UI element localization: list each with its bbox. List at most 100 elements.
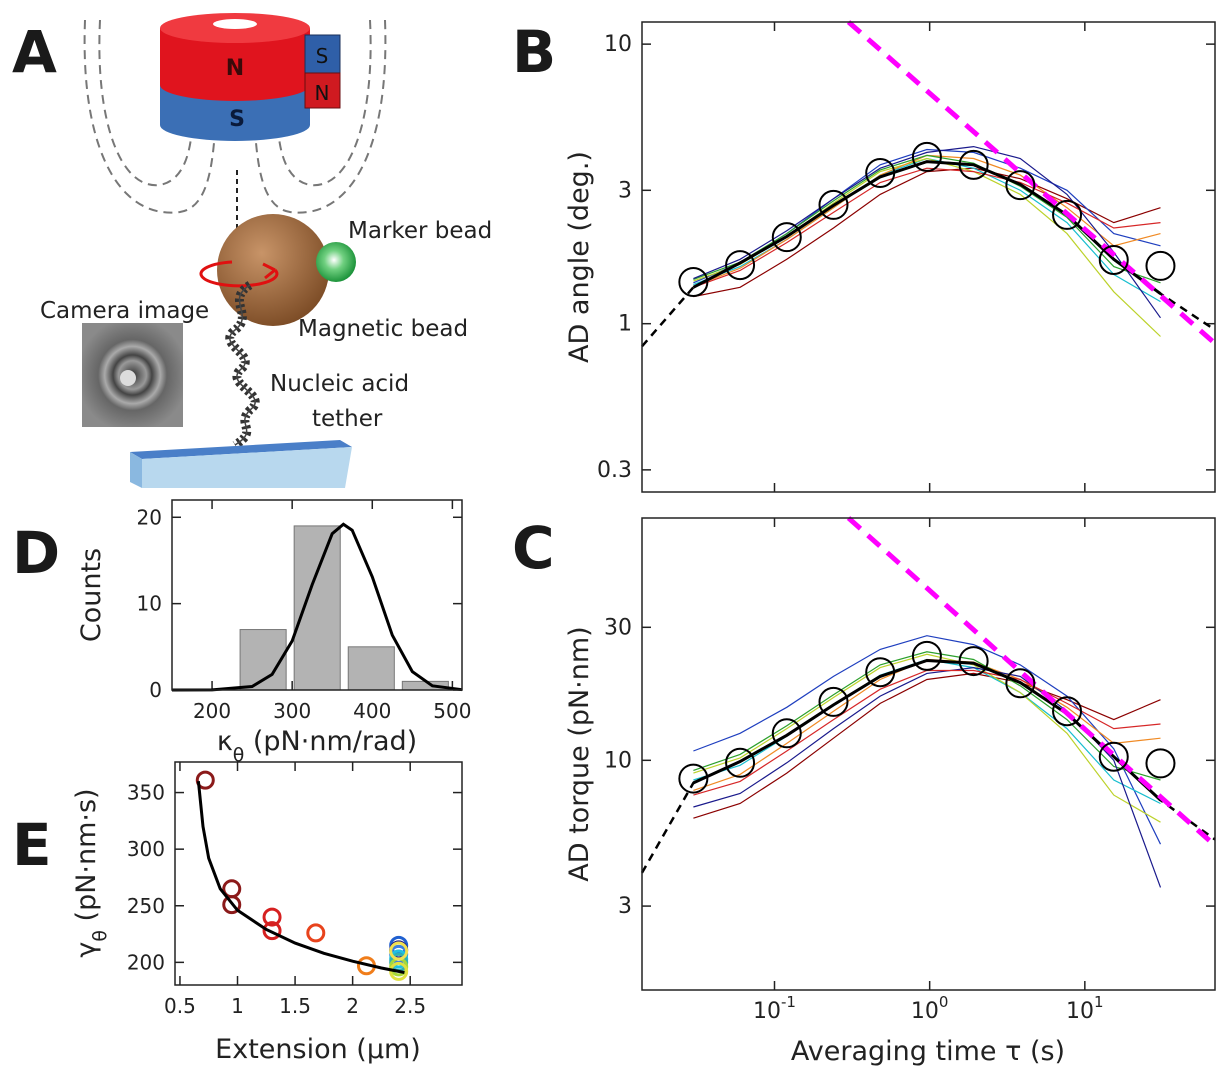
tick-exponent: 1: [1094, 993, 1104, 1011]
scatter-point: [389, 941, 409, 961]
data-circle: [958, 149, 989, 180]
y-tick-label: 10: [604, 748, 632, 773]
rotation-arrow: [199, 260, 279, 288]
data-circle: [1052, 696, 1083, 727]
x-tick-label: 400: [353, 699, 391, 723]
label-part: θ: [233, 744, 245, 766]
surface-top: [130, 440, 352, 459]
surface-front: [142, 447, 352, 488]
panel-letter: D: [12, 519, 60, 587]
data-circle: [1098, 244, 1129, 275]
x-axis-label: Extension (µm): [215, 1034, 421, 1065]
y-axis-label: AD angle (deg.): [564, 151, 595, 363]
data-circle: [818, 189, 849, 220]
x-tick-label: 10-1: [753, 993, 796, 1024]
y-tick-label: 10: [137, 592, 162, 616]
bar: [347, 646, 395, 691]
y-axis-label: γθ (pN·nm·s): [71, 788, 111, 957]
x-axis-label: Averaging time τ (s): [791, 1036, 1065, 1067]
data-circle: [678, 763, 709, 794]
surface-side: [130, 452, 142, 488]
tick-base: 10: [911, 999, 939, 1024]
tick-exponent: -1: [781, 993, 796, 1011]
plot-frame: [641, 517, 1216, 991]
series-line: [693, 145, 1161, 319]
x-tick-label: 100: [911, 993, 949, 1024]
y-tick-label: 300: [127, 837, 165, 861]
series-line: [692, 658, 1162, 802]
diagram-label: Marker bead: [348, 218, 492, 244]
tick-exponent: 0: [939, 993, 949, 1011]
data-circle: [818, 686, 849, 717]
magnet-label: N: [315, 81, 330, 105]
series-line: [693, 672, 1161, 819]
data-circle: [725, 250, 756, 281]
data-circle: [865, 157, 896, 188]
tick-base: 10: [753, 999, 781, 1024]
plot-frame: [641, 21, 1216, 493]
label-part: (pN·nm·s): [71, 788, 102, 930]
y-tick-label: 350: [127, 781, 165, 805]
label-part: κ: [217, 726, 233, 757]
y-tick-label: 20: [137, 505, 162, 529]
diagram-label: Magnetic bead: [298, 316, 468, 342]
x-tick-label: 300: [273, 699, 311, 723]
magnet-north: [160, 28, 310, 101]
bar: [293, 525, 341, 691]
diagram-label: Nucleic acid: [270, 371, 409, 397]
data-circle: [771, 222, 802, 253]
panel-letter: B: [512, 18, 556, 86]
data-circle: [725, 747, 756, 778]
series-line: [846, 20, 1217, 346]
x-tick-label: 2: [346, 994, 359, 1018]
y-tick-label: 250: [127, 894, 165, 918]
x-tick-label: 500: [433, 699, 471, 723]
magnet-label: N: [226, 56, 244, 81]
series-line: [693, 653, 1161, 823]
data-circle: [1052, 199, 1083, 230]
small-magnet-n: [304, 72, 341, 109]
series-line: [693, 154, 1161, 284]
scatter-point: [222, 895, 242, 915]
scatter-point: [262, 907, 282, 927]
series-line: [693, 157, 1161, 303]
data-circle: [1005, 668, 1036, 699]
field-lines: [83, 19, 387, 214]
x-tick-label: 1: [231, 994, 244, 1018]
panel-letter: C: [512, 514, 555, 582]
data-circle: [1098, 741, 1129, 772]
panel-letter: E: [12, 811, 52, 879]
series-line: [693, 635, 1162, 845]
data-circle: [958, 646, 989, 677]
data-circle: [1005, 170, 1036, 201]
magnet-south: [160, 85, 310, 141]
magnet-label: S: [229, 107, 245, 132]
x-axis-label: κθ (pN·nm/rad): [217, 726, 417, 766]
y-tick-label: 3: [618, 178, 632, 203]
plot-frame: [174, 761, 463, 986]
panel-letter: A: [12, 18, 57, 86]
x-tick-label: 0.5: [164, 994, 196, 1018]
data-circle: [678, 266, 709, 297]
plot-frame: [171, 499, 463, 691]
y-tick-label: 10: [604, 32, 632, 57]
series-line: [846, 516, 1217, 848]
x-tick-label: 101: [1066, 993, 1104, 1024]
scatter-point: [262, 921, 282, 941]
series-line: [693, 167, 1161, 288]
data-circle: [911, 640, 942, 671]
diagram-label: Camera image: [40, 298, 209, 324]
series-line: [693, 651, 1161, 781]
camera-spot: [120, 370, 136, 386]
label-part: θ: [89, 930, 111, 942]
label-part: (pN·nm/rad): [244, 726, 417, 757]
diagram: N S S N Marker bead Camera image Magneti…: [12, 13, 492, 488]
y-axis-label: AD torque (pN·nm): [564, 626, 595, 881]
magnet-label: S: [316, 44, 329, 68]
data-circle: [1145, 250, 1176, 281]
x-tick-label: 200: [193, 699, 231, 723]
data-circle: [1145, 748, 1176, 779]
y-tick-label: 0.3: [597, 458, 632, 483]
series-line: [641, 160, 1216, 348]
